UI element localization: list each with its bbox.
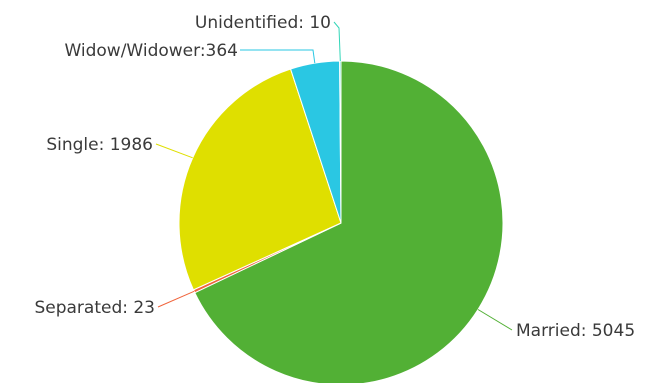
leader-married xyxy=(477,309,513,331)
leader-unidentified xyxy=(333,21,341,62)
leader-single xyxy=(155,143,193,159)
leader-lines xyxy=(155,21,513,331)
leader-separated xyxy=(157,290,195,308)
slice-unidentified xyxy=(339,60,342,224)
label-married: Married: 5045 xyxy=(516,321,635,341)
label-single: Single: 1986 xyxy=(46,135,153,155)
slice-married xyxy=(194,60,504,383)
label-unidentified: Unidentified: 10 xyxy=(195,13,331,33)
label-widow-widower: Widow/Widower:364 xyxy=(64,41,238,61)
leader-widow-widower xyxy=(240,49,316,64)
pie-slices xyxy=(178,60,504,383)
label-separated: Separated: 23 xyxy=(34,298,155,318)
